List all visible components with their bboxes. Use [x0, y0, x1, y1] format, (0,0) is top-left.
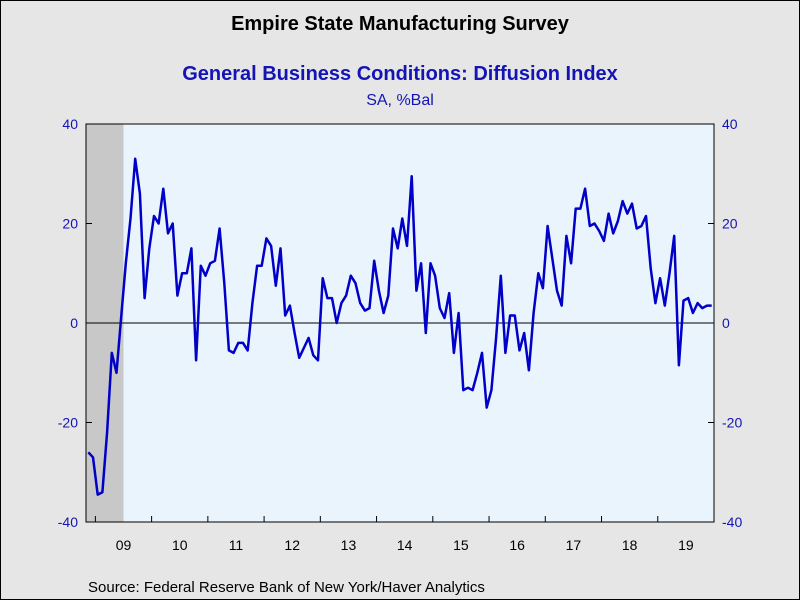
x-tick-label: 09	[116, 537, 132, 553]
y-tick-label-left: -20	[58, 415, 78, 431]
y-tick-label-right: 20	[722, 216, 738, 232]
y-tick-label-right: -20	[722, 415, 742, 431]
axes: -40 -40 -20 -20 0 0 20 20 40 40 09 10 11 12 13 14 15 16 17…	[58, 116, 743, 553]
x-tick-label: 17	[566, 537, 582, 553]
y-tick-label-right: -40	[722, 514, 742, 530]
y-tick-label-left: 20	[62, 216, 78, 232]
x-tick-label: 13	[341, 537, 357, 553]
source-note: Source: Federal Reserve Bank of New York…	[88, 579, 485, 596]
x-tick-label: 12	[284, 537, 300, 553]
y-tick-label-left: 40	[62, 116, 78, 132]
x-tick-label: 18	[622, 537, 638, 553]
y-tick-label-right: 0	[722, 315, 730, 331]
y-tick-label-left: 0	[70, 315, 78, 331]
x-tick-label: 19	[678, 537, 694, 553]
chart-units: SA, %Bal	[366, 92, 434, 109]
chart-subtitle: General Business Conditions: Diffusion I…	[182, 63, 618, 85]
x-tick-label: 16	[509, 537, 525, 553]
x-tick-label: 14	[397, 537, 413, 553]
x-tick-label: 15	[453, 537, 469, 553]
y-tick-label-left: -40	[58, 514, 78, 530]
y-tick-label-right: 40	[722, 116, 738, 132]
x-tick-label: 10	[172, 537, 188, 553]
chart-title: Empire State Manufacturing Survey	[231, 13, 570, 35]
series-line	[87, 157, 712, 496]
x-tick-label: 11	[229, 537, 244, 553]
